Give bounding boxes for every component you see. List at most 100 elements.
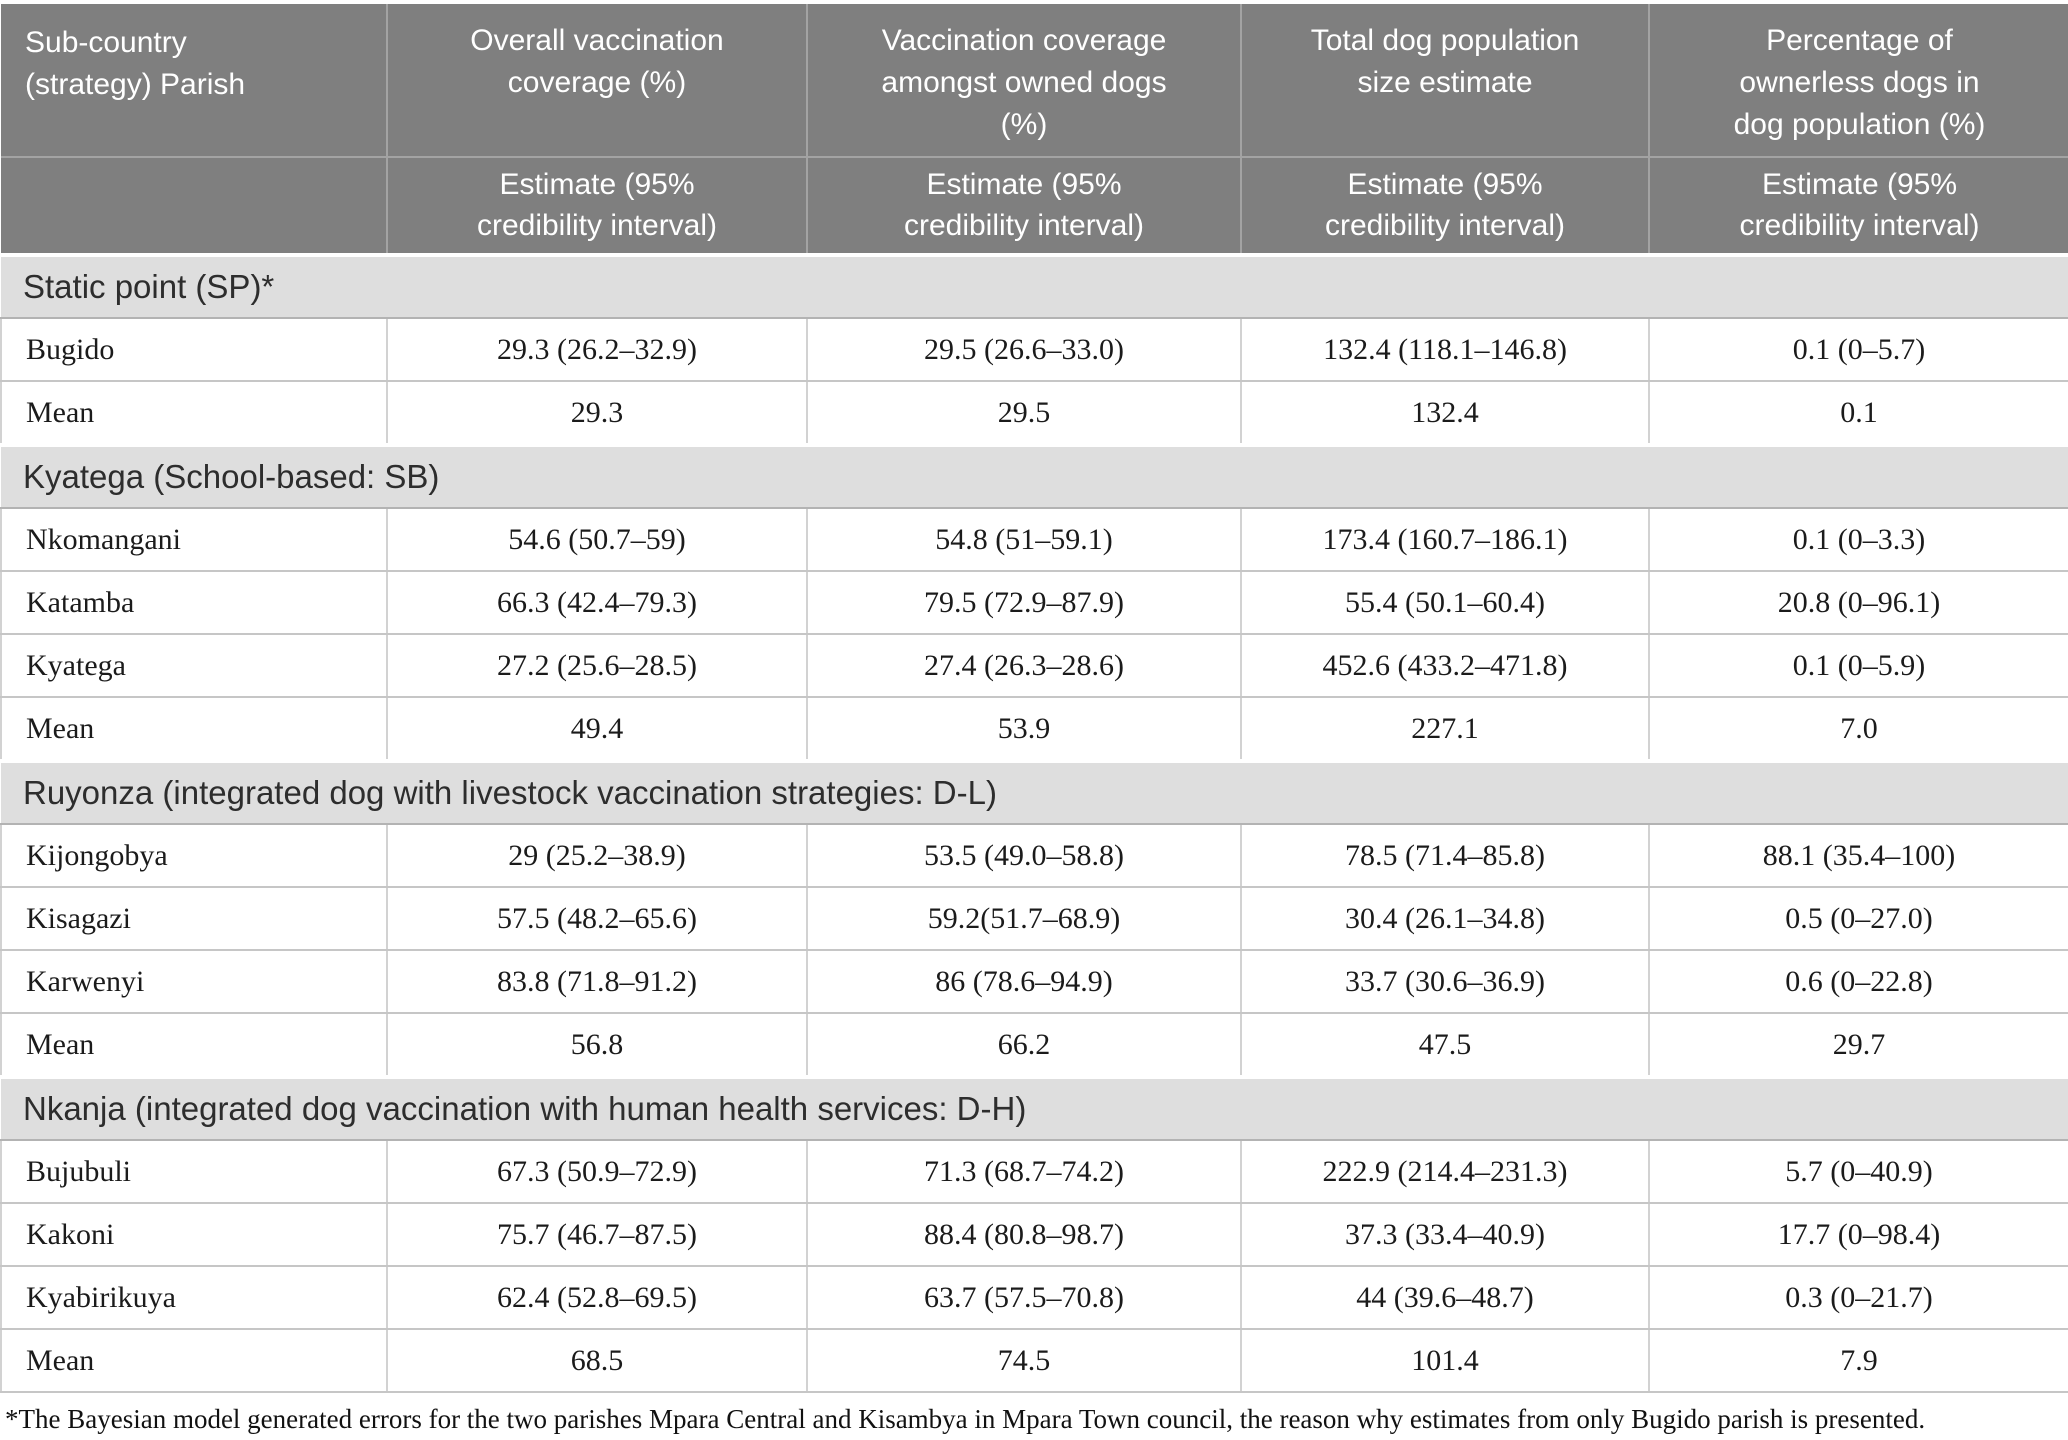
table-header: Sub-country (strategy) Parish Overall va… xyxy=(1,4,2068,255)
estimate-cell: 88.4 (80.8–98.7) xyxy=(806,1203,1241,1267)
subheader-estimate-population: Estimate (95% credibility interval) xyxy=(1240,156,1649,255)
header-row-main: Sub-country (strategy) Parish Overall va… xyxy=(1,4,2068,157)
table-row: Kyabirikuya 62.4 (52.8–69.5) 63.7 (57.5–… xyxy=(0,1266,2068,1330)
parish-cell: Karwenyi xyxy=(0,950,387,1014)
estimate-cell: 33.7 (30.6–36.9) xyxy=(1240,950,1649,1014)
column-header-parish: Sub-country (strategy) Parish xyxy=(1,4,387,157)
estimate-cell: 59.2(51.7–68.9) xyxy=(806,887,1241,951)
section-row-nkanja: Nkanja (integrated dog vaccination with … xyxy=(1,1075,2068,1141)
section-title: Ruyonza (integrated dog with livestock v… xyxy=(1,759,2068,825)
estimate-cell: 0.6 (0–22.8) xyxy=(1648,950,2068,1014)
estimate-cell: 227.1 xyxy=(1240,697,1649,762)
subheader-parish-empty xyxy=(1,156,387,255)
parish-cell: Bugido xyxy=(0,318,387,382)
estimate-cell: 5.7 (0–40.9) xyxy=(1648,1140,2068,1204)
column-header-ownerless-dogs: Percentage of ownerless dogs in dog popu… xyxy=(1648,4,2068,157)
estimate-cell: 53.5 (49.0–58.8) xyxy=(806,824,1241,888)
parish-cell: Mean xyxy=(0,381,387,446)
parish-cell: Kyatega xyxy=(0,634,387,698)
table-row: Katamba 66.3 (42.4–79.3) 79.5 (72.9–87.9… xyxy=(0,571,2068,635)
estimate-cell: 30.4 (26.1–34.8) xyxy=(1240,887,1649,951)
table-row: Bugido 29.3 (26.2–32.9) 29.5 (26.6–33.0)… xyxy=(0,318,2068,382)
table-row-mean: Mean 68.5 74.5 101.4 7.9 xyxy=(0,1329,2068,1393)
table-row: Bujubuli 67.3 (50.9–72.9) 71.3 (68.7–74.… xyxy=(0,1140,2068,1204)
estimate-cell: 49.4 xyxy=(386,697,807,762)
estimate-cell: 71.3 (68.7–74.2) xyxy=(806,1140,1241,1204)
estimate-cell: 86 (78.6–94.9) xyxy=(806,950,1241,1014)
column-header-owned-dogs-coverage: Vaccination coverage amongst owned dogs … xyxy=(806,4,1241,157)
table-row: Kisagazi 57.5 (48.2–65.6) 59.2(51.7–68.9… xyxy=(0,887,2068,951)
parish-cell: Mean xyxy=(0,697,387,762)
header-row-sub: Estimate (95% credibility interval) Esti… xyxy=(1,156,2068,255)
estimate-cell: 29.3 xyxy=(386,381,807,446)
parish-cell: Nkomangani xyxy=(0,508,387,572)
section-title: Nkanja (integrated dog vaccination with … xyxy=(1,1075,2068,1141)
parish-cell: Bujubuli xyxy=(0,1140,387,1204)
table-row-mean: Mean 49.4 53.9 227.1 7.0 xyxy=(0,697,2068,762)
estimate-cell: 20.8 (0–96.1) xyxy=(1648,571,2068,635)
estimate-cell: 29.5 (26.6–33.0) xyxy=(806,318,1241,382)
estimate-cell: 62.4 (52.8–69.5) xyxy=(386,1266,807,1330)
estimate-cell: 53.9 xyxy=(806,697,1241,762)
subheader-estimate-owned: Estimate (95% credibility interval) xyxy=(806,156,1241,255)
estimate-cell: 29.3 (26.2–32.9) xyxy=(386,318,807,382)
estimate-cell: 68.5 xyxy=(386,1329,807,1393)
estimate-cell: 54.8 (51–59.1) xyxy=(806,508,1241,572)
section-title: Kyatega (School-based: SB) xyxy=(1,443,2068,509)
section-title: Static point (SP)* xyxy=(1,253,2068,319)
estimate-cell: 54.6 (50.7–59) xyxy=(386,508,807,572)
estimate-cell: 79.5 (72.9–87.9) xyxy=(806,571,1241,635)
estimate-cell: 55.4 (50.1–60.4) xyxy=(1240,571,1649,635)
estimate-cell: 47.5 xyxy=(1240,1013,1649,1078)
estimate-cell: 63.7 (57.5–70.8) xyxy=(806,1266,1241,1330)
estimate-cell: 27.2 (25.6–28.5) xyxy=(386,634,807,698)
estimate-cell: 29.7 xyxy=(1648,1013,2068,1078)
estimate-cell: 57.5 (48.2–65.6) xyxy=(386,887,807,951)
estimate-cell: 29.5 xyxy=(806,381,1241,446)
table-row: Kijongobya 29 (25.2–38.9) 53.5 (49.0–58.… xyxy=(0,824,2068,888)
estimate-cell: 29 (25.2–38.9) xyxy=(386,824,807,888)
table-body: Static point (SP)* Bugido 29.3 (26.2–32.… xyxy=(0,253,2068,1393)
estimate-cell: 0.1 (0–5.9) xyxy=(1648,634,2068,698)
estimate-cell: 17.7 (0–98.4) xyxy=(1648,1203,2068,1267)
parish-cell: Kakoni xyxy=(0,1203,387,1267)
estimate-cell: 78.5 (71.4–85.8) xyxy=(1240,824,1649,888)
table-row: Kyatega 27.2 (25.6–28.5) 27.4 (26.3–28.6… xyxy=(0,634,2068,698)
parish-cell: Kyabirikuya xyxy=(0,1266,387,1330)
parish-cell: Katamba xyxy=(0,571,387,635)
estimate-cell: 88.1 (35.4–100) xyxy=(1648,824,2068,888)
table-footnote: *The Bayesian model generated errors for… xyxy=(5,1404,1926,1434)
parish-cell: Mean xyxy=(0,1013,387,1078)
estimate-cell: 37.3 (33.4–40.9) xyxy=(1240,1203,1649,1267)
column-header-overall-coverage: Overall vaccination coverage (%) xyxy=(386,4,807,157)
estimate-cell: 7.9 xyxy=(1648,1329,2068,1393)
estimate-cell: 0.1 (0–3.3) xyxy=(1648,508,2068,572)
column-header-dog-population: Total dog population size estimate xyxy=(1240,4,1649,157)
table-row-mean: Mean 29.3 29.5 132.4 0.1 xyxy=(0,381,2068,446)
section-row-ruyonza: Ruyonza (integrated dog with livestock v… xyxy=(1,759,2068,825)
estimate-cell: 0.1 xyxy=(1648,381,2068,446)
parish-cell: Mean xyxy=(0,1329,387,1393)
vaccination-coverage-table: Sub-country (strategy) Parish Overall va… xyxy=(0,4,2068,1393)
estimate-cell: 0.1 (0–5.7) xyxy=(1648,318,2068,382)
table-row: Kakoni 75.7 (46.7–87.5) 88.4 (80.8–98.7)… xyxy=(0,1203,2068,1267)
estimate-cell: 132.4 xyxy=(1240,381,1649,446)
subheader-estimate-ownerless: Estimate (95% credibility interval) xyxy=(1648,156,2068,255)
parish-cell: Kisagazi xyxy=(0,887,387,951)
table-row: Karwenyi 83.8 (71.8–91.2) 86 (78.6–94.9)… xyxy=(0,950,2068,1014)
section-row-static-point: Static point (SP)* xyxy=(1,253,2068,319)
estimate-cell: 67.3 (50.9–72.9) xyxy=(386,1140,807,1204)
table-row-mean: Mean 56.8 66.2 47.5 29.7 xyxy=(0,1013,2068,1078)
estimate-cell: 66.3 (42.4–79.3) xyxy=(386,571,807,635)
estimate-cell: 66.2 xyxy=(806,1013,1241,1078)
estimate-cell: 56.8 xyxy=(386,1013,807,1078)
estimate-cell: 27.4 (26.3–28.6) xyxy=(806,634,1241,698)
estimate-cell: 173.4 (160.7–186.1) xyxy=(1240,508,1649,572)
estimate-cell: 132.4 (118.1–146.8) xyxy=(1240,318,1649,382)
estimate-cell: 452.6 (433.2–471.8) xyxy=(1240,634,1649,698)
estimate-cell: 83.8 (71.8–91.2) xyxy=(386,950,807,1014)
estimate-cell: 74.5 xyxy=(806,1329,1241,1393)
estimate-cell: 7.0 xyxy=(1648,697,2068,762)
estimate-cell: 222.9 (214.4–231.3) xyxy=(1240,1140,1649,1204)
estimate-cell: 0.3 (0–21.7) xyxy=(1648,1266,2068,1330)
